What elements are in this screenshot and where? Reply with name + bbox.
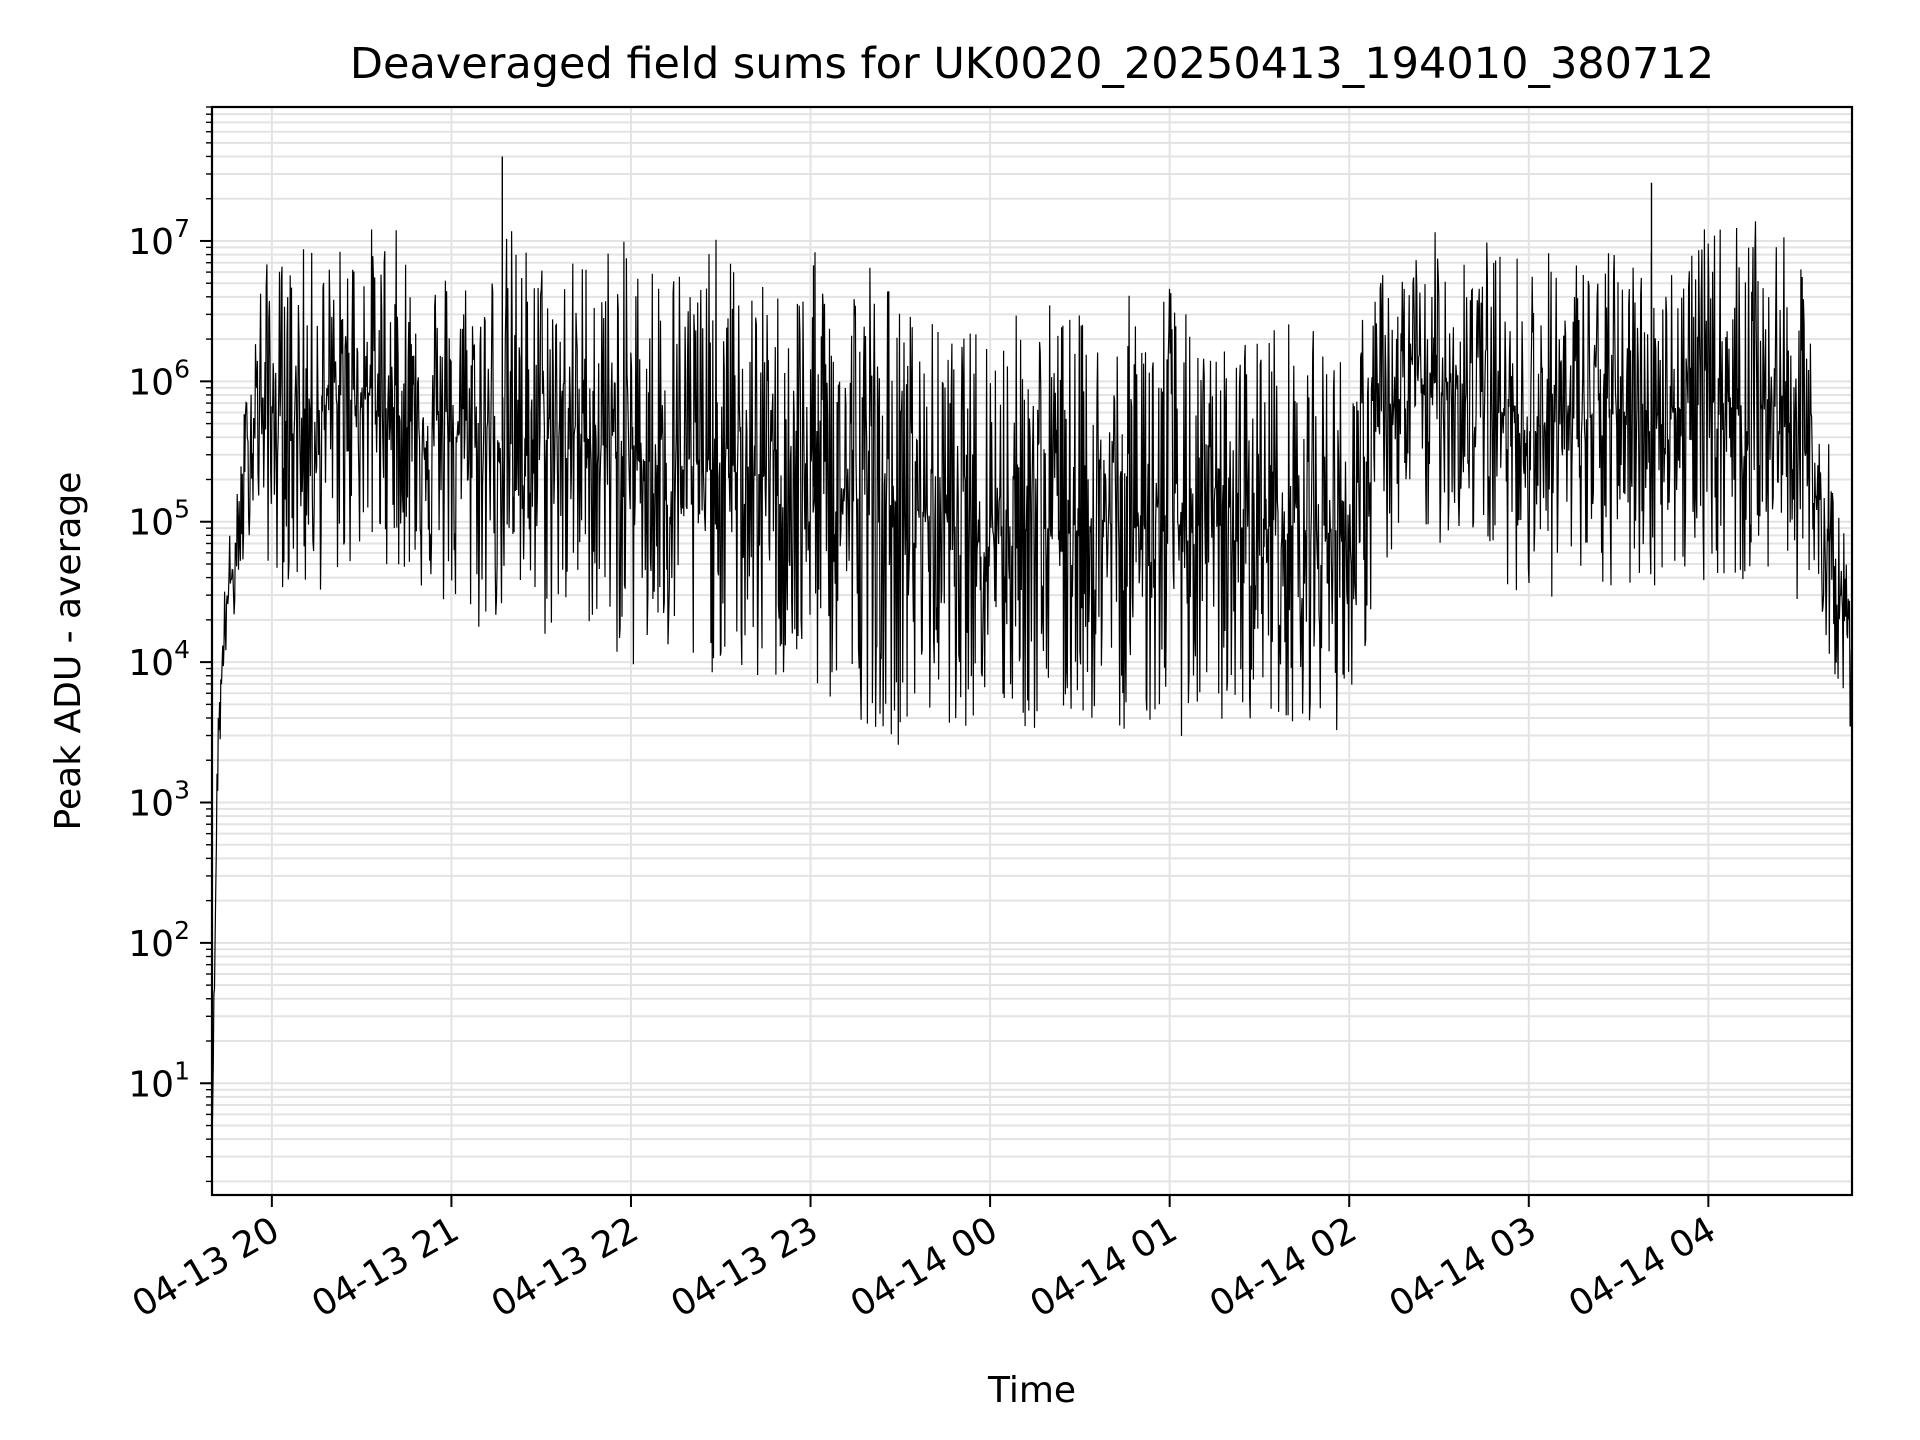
series-line: [211, 221, 1853, 1141]
plot-frame: [210, 105, 1854, 1197]
y-axis-label: Peak ADU - average: [48, 472, 89, 831]
x-axis-label: Time: [987, 1370, 1076, 1411]
y-tick-label: 103: [128, 776, 190, 825]
series-layer: [211, 156, 1853, 1141]
y-tick-label: 101: [128, 1056, 190, 1105]
y-tick-label: 107: [128, 214, 190, 263]
chart-title: Deaveraged field sums for UK0020_2025041…: [350, 39, 1714, 89]
y-axis-ticks: 101 102 103 104 105 106 107: [128, 214, 212, 1105]
y-tick-label: 105: [128, 495, 190, 544]
y-tick-label: 104: [128, 635, 190, 684]
y-tick-label: 106: [128, 354, 190, 403]
grid-layer: [212, 106, 1852, 1195]
y-tick-label: 102: [128, 916, 190, 965]
